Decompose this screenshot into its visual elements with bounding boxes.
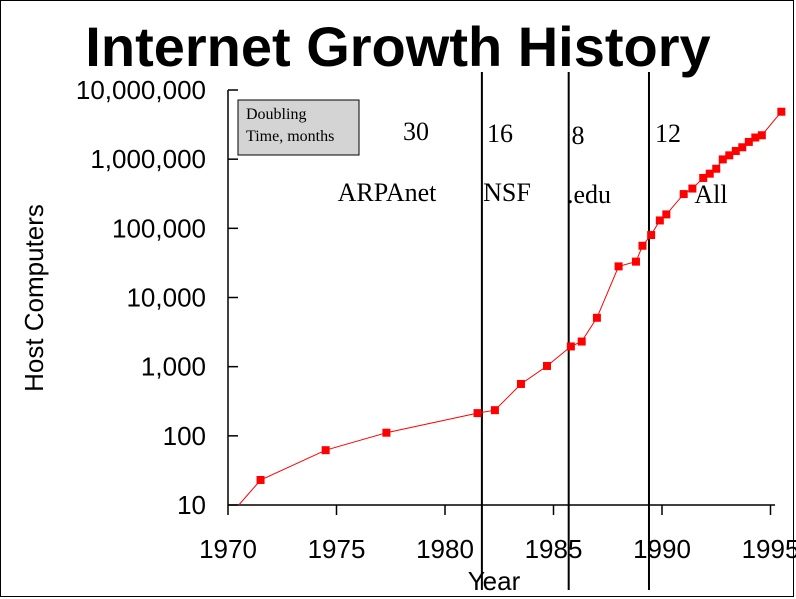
data-point: [490, 406, 499, 415]
data-point: [382, 428, 391, 437]
era-labels: 30 16 8 12 ARPAnet NSF .edu All: [338, 117, 728, 209]
data-point: [705, 169, 714, 178]
data-point: [592, 313, 601, 322]
data-point: [577, 337, 586, 346]
x-ticks: 1970 1975 1980 1985 1990 1995: [199, 505, 796, 564]
data-point: [751, 133, 760, 142]
series-line: [238, 111, 782, 506]
era-dividers: [480, 72, 650, 590]
y-axis-label: Host Computers: [19, 204, 49, 392]
doubling-time-box: Doubling Time, months: [237, 99, 360, 156]
x-tick-label: 1970: [199, 534, 257, 564]
data-point: [744, 137, 753, 146]
doubling-edu: 8: [572, 121, 585, 150]
x-tick-label: 1980: [416, 534, 474, 564]
data-point: [731, 146, 740, 155]
data-point: [725, 151, 734, 160]
y-ticks: 10 100 1,000 10,000 100,000 1,000,000 10,000,0…: [76, 75, 238, 520]
data-point: [655, 216, 664, 225]
doubling-box-line-2: Time, months: [246, 128, 334, 145]
data-point: [614, 262, 623, 271]
x-tick-label: 1985: [525, 534, 583, 564]
y-tick-label: 1,000,000: [90, 144, 206, 174]
x-tick-label: 1975: [308, 534, 366, 564]
data-point: [473, 409, 482, 418]
doubling-box-line-1: Doubling: [246, 106, 306, 123]
x-axis-label: Year: [468, 566, 521, 596]
data-point: [256, 475, 265, 484]
data-point: [718, 155, 727, 164]
y-tick-label: 1,000: [141, 352, 206, 382]
data-series: [238, 107, 786, 506]
data-point: [757, 131, 766, 140]
era-all: All: [694, 180, 727, 209]
y-tick-label: 10,000,000: [76, 75, 206, 105]
data-point: [647, 231, 656, 240]
doubling-all: 12: [655, 119, 681, 148]
doubling-box-background: [237, 99, 360, 156]
era-edu: .edu: [567, 180, 611, 209]
era-nsf: NSF: [483, 178, 531, 207]
data-point: [542, 361, 551, 370]
doubling-arpanet: 30: [403, 117, 429, 146]
data-point: [699, 173, 708, 182]
data-point: [321, 446, 330, 455]
data-point: [638, 241, 647, 250]
data-point: [516, 379, 525, 388]
data-point: [662, 210, 671, 219]
y-tick-label: 10,000: [126, 283, 206, 313]
data-point: [712, 164, 721, 173]
data-point: [738, 143, 747, 152]
x-tick-label: 1995: [742, 534, 796, 564]
data-point: [688, 184, 697, 193]
y-tick-label: 100: [163, 421, 206, 451]
data-point: [777, 107, 786, 116]
data-point: [631, 257, 640, 266]
x-tick-label: 1990: [633, 534, 691, 564]
y-tick-label: 10: [177, 490, 206, 520]
y-tick-label: 100,000: [112, 213, 206, 243]
data-point: [679, 190, 688, 199]
doubling-nsf: 16: [487, 119, 513, 148]
data-point: [566, 342, 575, 351]
chart-title: Internet Growth History: [85, 15, 710, 78]
era-arpanet: ARPAnet: [338, 178, 438, 207]
